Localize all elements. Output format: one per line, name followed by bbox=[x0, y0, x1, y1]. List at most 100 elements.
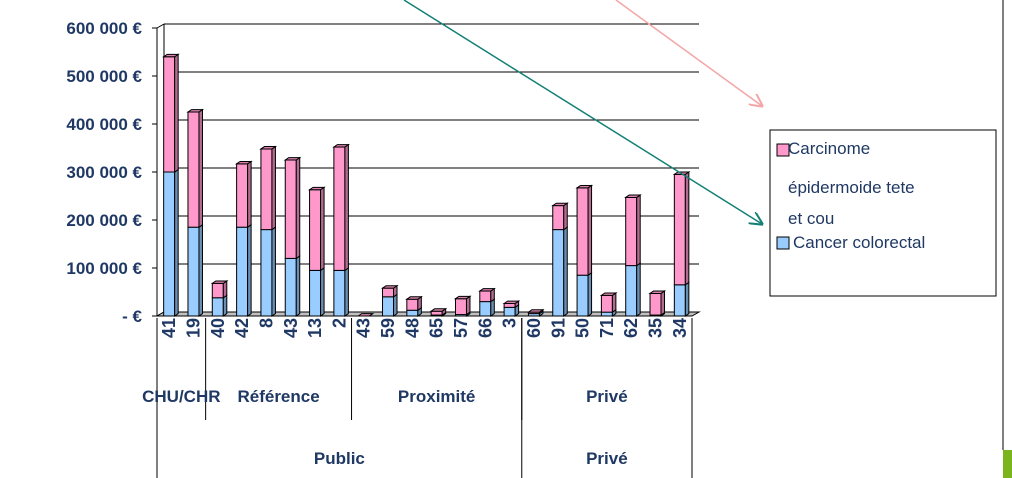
bar-top bbox=[259, 146, 278, 150]
bar-segment-colorectal bbox=[309, 269, 322, 317]
bar-segment-colorectal bbox=[552, 229, 565, 317]
legend-label-colorectal: Cancer colorectal bbox=[793, 233, 925, 252]
bar-stack-2 bbox=[332, 143, 350, 317]
x-tick-label: 60 bbox=[524, 318, 544, 338]
bar-segment-carcinome bbox=[576, 187, 589, 276]
bar-top bbox=[575, 184, 594, 189]
bar-segment-colorectal bbox=[284, 257, 297, 317]
bar-side bbox=[295, 156, 301, 260]
x-tick-labels: 41 19 40 42 8 43 13 2 43 59 48 65 57 66 3 60 91 50 71 62 35 3… bbox=[159, 318, 690, 338]
bar-top bbox=[551, 202, 569, 207]
x-tick-label: 42 bbox=[232, 318, 252, 338]
bar-segment-carcinome bbox=[187, 111, 200, 228]
bar-top bbox=[332, 144, 350, 148]
axes bbox=[152, 23, 701, 317]
bar-top bbox=[307, 186, 326, 191]
bar-segment-colorectal bbox=[673, 284, 686, 317]
bar-stack-60 bbox=[526, 308, 545, 317]
bar-side bbox=[587, 184, 593, 277]
bar-side bbox=[198, 108, 203, 229]
bar-side bbox=[684, 171, 690, 286]
bar-segment-colorectal bbox=[479, 301, 492, 317]
group-label-level1: CHU/CHR bbox=[142, 387, 220, 406]
y-tick-label: 100 000 € bbox=[66, 259, 142, 278]
bar-top bbox=[162, 53, 180, 58]
bar-top bbox=[526, 309, 545, 313]
bar-side bbox=[344, 267, 349, 317]
grid-lines bbox=[164, 23, 699, 265]
bar-stack-42 bbox=[235, 160, 253, 317]
bar-segment-colorectal bbox=[406, 309, 419, 317]
bar-side bbox=[563, 226, 568, 317]
x-tick-label: 41 bbox=[159, 318, 179, 338]
group-label-level1: Proximité bbox=[398, 387, 475, 406]
bar-top bbox=[478, 288, 496, 292]
bar-stack-8 bbox=[259, 145, 278, 317]
bar-segment-carcinome bbox=[430, 310, 443, 316]
bar-top bbox=[380, 285, 399, 289]
bar-side bbox=[174, 53, 179, 173]
bar-segment-carcinome bbox=[260, 148, 273, 231]
bar-side bbox=[393, 293, 398, 317]
bar-top bbox=[210, 280, 229, 284]
x-tick-label: 66 bbox=[475, 318, 495, 338]
x-tick-label: 65 bbox=[427, 318, 447, 338]
bar-segment-carcinome bbox=[333, 146, 346, 271]
x-tick-label: 71 bbox=[597, 318, 617, 338]
bar-stack-50 bbox=[575, 184, 594, 317]
bar-segment-carcinome bbox=[649, 292, 662, 316]
group-label-level2: Privé bbox=[586, 449, 628, 468]
bar-top bbox=[356, 313, 375, 317]
bar-segment-carcinome bbox=[600, 294, 613, 313]
y-tick-labels: - € 100 000 € 200 000 € 300 000 € 400 000 € 5… bbox=[66, 19, 142, 326]
group-label-level1: Référence bbox=[237, 387, 319, 406]
y-tick-label: 200 000 € bbox=[66, 211, 142, 230]
x-tick-label: 48 bbox=[402, 318, 422, 338]
bar-segment-carcinome bbox=[309, 189, 322, 271]
x-tick-label: 3 bbox=[500, 318, 520, 328]
bar-stack-57 bbox=[453, 295, 472, 317]
x-tick-label: 35 bbox=[646, 318, 666, 338]
bar-stack-19 bbox=[186, 108, 205, 317]
bar-segment-colorectal bbox=[600, 311, 613, 317]
bar-segment-carcinome bbox=[382, 287, 395, 298]
y-tick-label: 500 000 € bbox=[66, 67, 142, 86]
bar-stack-43 bbox=[283, 156, 302, 317]
bar-stack-48 bbox=[405, 295, 423, 317]
bar-side bbox=[271, 145, 276, 231]
bar-side bbox=[636, 262, 641, 317]
slide-corner-decoration bbox=[1003, 450, 1012, 478]
bar-segment-carcinome bbox=[552, 205, 565, 231]
x-tick-label: 62 bbox=[621, 318, 641, 338]
bar-segment-colorectal bbox=[576, 274, 589, 317]
axis-depth-top bbox=[156, 23, 165, 29]
bar-segment-carcinome bbox=[236, 163, 249, 228]
bar-stack-66 bbox=[478, 287, 496, 317]
bar-side bbox=[247, 160, 252, 229]
bar-side bbox=[174, 168, 179, 317]
group-label-level1: Privé bbox=[586, 387, 628, 406]
bar-top bbox=[235, 160, 253, 165]
bar-stack-91 bbox=[551, 202, 569, 317]
group-label-level2: Public bbox=[314, 449, 365, 468]
bar-segment-carcinome bbox=[503, 303, 516, 308]
bar-top bbox=[453, 295, 472, 300]
x-tick-label: 2 bbox=[329, 318, 349, 328]
legend-label-carcinome-line3: et cou bbox=[788, 209, 834, 228]
x-tick-label: 8 bbox=[256, 318, 276, 328]
bar-side bbox=[271, 226, 276, 317]
annotation-arrow-teal bbox=[403, 0, 762, 224]
bar-top bbox=[648, 290, 667, 294]
bar-segment-carcinome bbox=[673, 173, 686, 286]
bar-side bbox=[198, 223, 203, 317]
bar-stack-62 bbox=[624, 194, 642, 317]
bar-segment-carcinome bbox=[625, 196, 638, 267]
bar-segment-carcinome bbox=[211, 282, 224, 299]
bar-segment-colorectal bbox=[211, 297, 224, 317]
bar-side bbox=[684, 281, 690, 317]
bar-stack-71 bbox=[599, 292, 618, 317]
bar-segment-colorectal bbox=[163, 171, 176, 317]
bar-segment-colorectal bbox=[187, 226, 200, 317]
bar-side bbox=[320, 186, 325, 272]
bar-stack-59 bbox=[380, 284, 399, 317]
